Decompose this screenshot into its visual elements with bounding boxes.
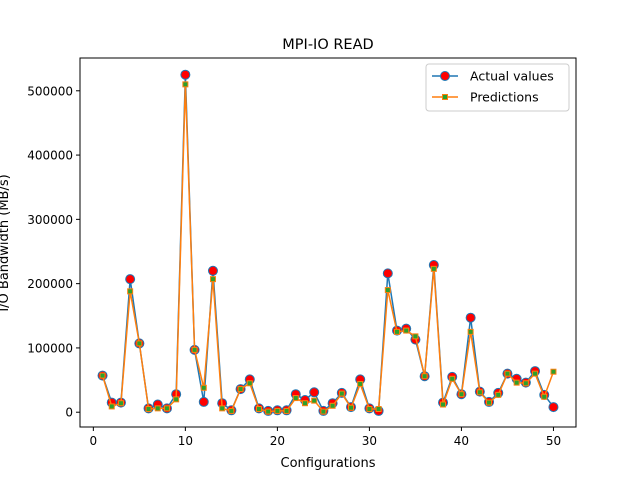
data-point-predictions bbox=[145, 406, 152, 412]
legend-label: Actual values bbox=[470, 69, 554, 84]
data-point-predictions bbox=[403, 327, 410, 334]
legend-marker bbox=[442, 94, 448, 100]
x-axis-label: Configurations bbox=[281, 456, 376, 471]
data-point-predictions bbox=[136, 340, 143, 347]
data-point-actual-values bbox=[465, 312, 476, 323]
data-point-predictions bbox=[163, 405, 170, 412]
data-point-predictions bbox=[228, 407, 235, 414]
data-point-predictions bbox=[127, 288, 134, 295]
data-point-predictions bbox=[384, 287, 391, 294]
data-point-predictions bbox=[182, 81, 189, 88]
chart-title: MPI-IO READ bbox=[282, 37, 373, 53]
data-point-predictions bbox=[117, 400, 124, 407]
data-point-predictions bbox=[301, 400, 308, 407]
data-point-predictions bbox=[209, 276, 216, 283]
data-point-predictions bbox=[430, 265, 437, 272]
data-point-predictions bbox=[495, 391, 502, 398]
x-tick-label: 10 bbox=[178, 434, 193, 448]
data-point-predictions bbox=[476, 389, 483, 396]
data-point-predictions bbox=[255, 406, 262, 412]
series-line-predictions bbox=[101, 83, 555, 413]
data-point-predictions bbox=[274, 407, 281, 414]
y-axis-ticks: 0 100000 200000 300000 400000 500000 bbox=[27, 84, 80, 420]
y-tick-label: 300000 bbox=[27, 213, 73, 227]
data-point-predictions bbox=[265, 408, 272, 415]
data-point-predictions bbox=[292, 395, 299, 402]
y-tick-label: 500000 bbox=[27, 84, 73, 98]
data-point-predictions bbox=[329, 402, 336, 409]
series-layer bbox=[97, 69, 559, 416]
data-point-predictions bbox=[246, 380, 253, 387]
data-point-predictions bbox=[375, 406, 382, 412]
data-point-predictions bbox=[366, 406, 373, 412]
x-tick-label: 30 bbox=[362, 434, 377, 448]
data-point-predictions bbox=[541, 393, 548, 400]
legend: Actual values Predictions bbox=[425, 63, 570, 112]
data-point-predictions bbox=[348, 404, 355, 411]
data-point-actual-values bbox=[180, 69, 191, 80]
y-axis-label: I/O Bandwidth (MB/s) bbox=[0, 174, 12, 311]
data-point-predictions bbox=[237, 386, 244, 393]
data-point-actual-values bbox=[125, 274, 136, 285]
data-point-actual-values bbox=[198, 396, 209, 407]
data-point-predictions bbox=[421, 373, 428, 380]
data-point-predictions bbox=[504, 370, 511, 377]
axes-frame bbox=[79, 57, 577, 428]
data-point-actual-values bbox=[382, 268, 393, 279]
data-point-predictions bbox=[513, 379, 520, 386]
data-point-predictions bbox=[440, 401, 447, 408]
legend-marker bbox=[440, 71, 450, 81]
y-tick-label: 400000 bbox=[27, 149, 73, 163]
data-point-predictions bbox=[449, 375, 456, 382]
data-point-predictions bbox=[486, 399, 493, 406]
y-tick-label: 0 bbox=[65, 406, 73, 420]
data-point-predictions bbox=[550, 368, 557, 375]
data-point-actual-values bbox=[309, 387, 320, 398]
data-point-predictions bbox=[283, 407, 290, 414]
data-point-predictions bbox=[412, 333, 419, 340]
data-point-predictions bbox=[338, 390, 345, 397]
data-point-predictions bbox=[200, 384, 207, 391]
x-tick-label: 50 bbox=[546, 434, 561, 448]
data-point-predictions bbox=[219, 405, 226, 412]
x-axis-ticks: 0 10 20 30 40 50 bbox=[90, 427, 561, 448]
x-tick-label: 20 bbox=[270, 434, 285, 448]
data-point-predictions bbox=[99, 372, 106, 379]
data-point-predictions bbox=[357, 380, 364, 387]
data-point-actual-values bbox=[548, 402, 559, 413]
data-point-predictions bbox=[467, 328, 474, 335]
data-point-predictions bbox=[394, 328, 401, 335]
data-point-actual-values bbox=[207, 265, 218, 276]
data-point-predictions bbox=[154, 405, 161, 412]
data-point-predictions bbox=[108, 403, 115, 410]
data-point-predictions bbox=[191, 346, 198, 353]
x-tick-label: 40 bbox=[454, 434, 469, 448]
data-point-predictions bbox=[320, 408, 327, 415]
y-tick-label: 100000 bbox=[27, 341, 73, 355]
data-point-predictions bbox=[458, 391, 465, 398]
data-point-predictions bbox=[311, 397, 318, 404]
data-point-predictions bbox=[173, 396, 180, 403]
legend-box bbox=[425, 63, 570, 112]
data-point-predictions bbox=[532, 370, 539, 377]
x-tick-label: 0 bbox=[90, 434, 98, 448]
y-tick-label: 200000 bbox=[27, 277, 73, 291]
legend-label: Predictions bbox=[470, 90, 539, 105]
data-point-predictions bbox=[522, 380, 529, 387]
